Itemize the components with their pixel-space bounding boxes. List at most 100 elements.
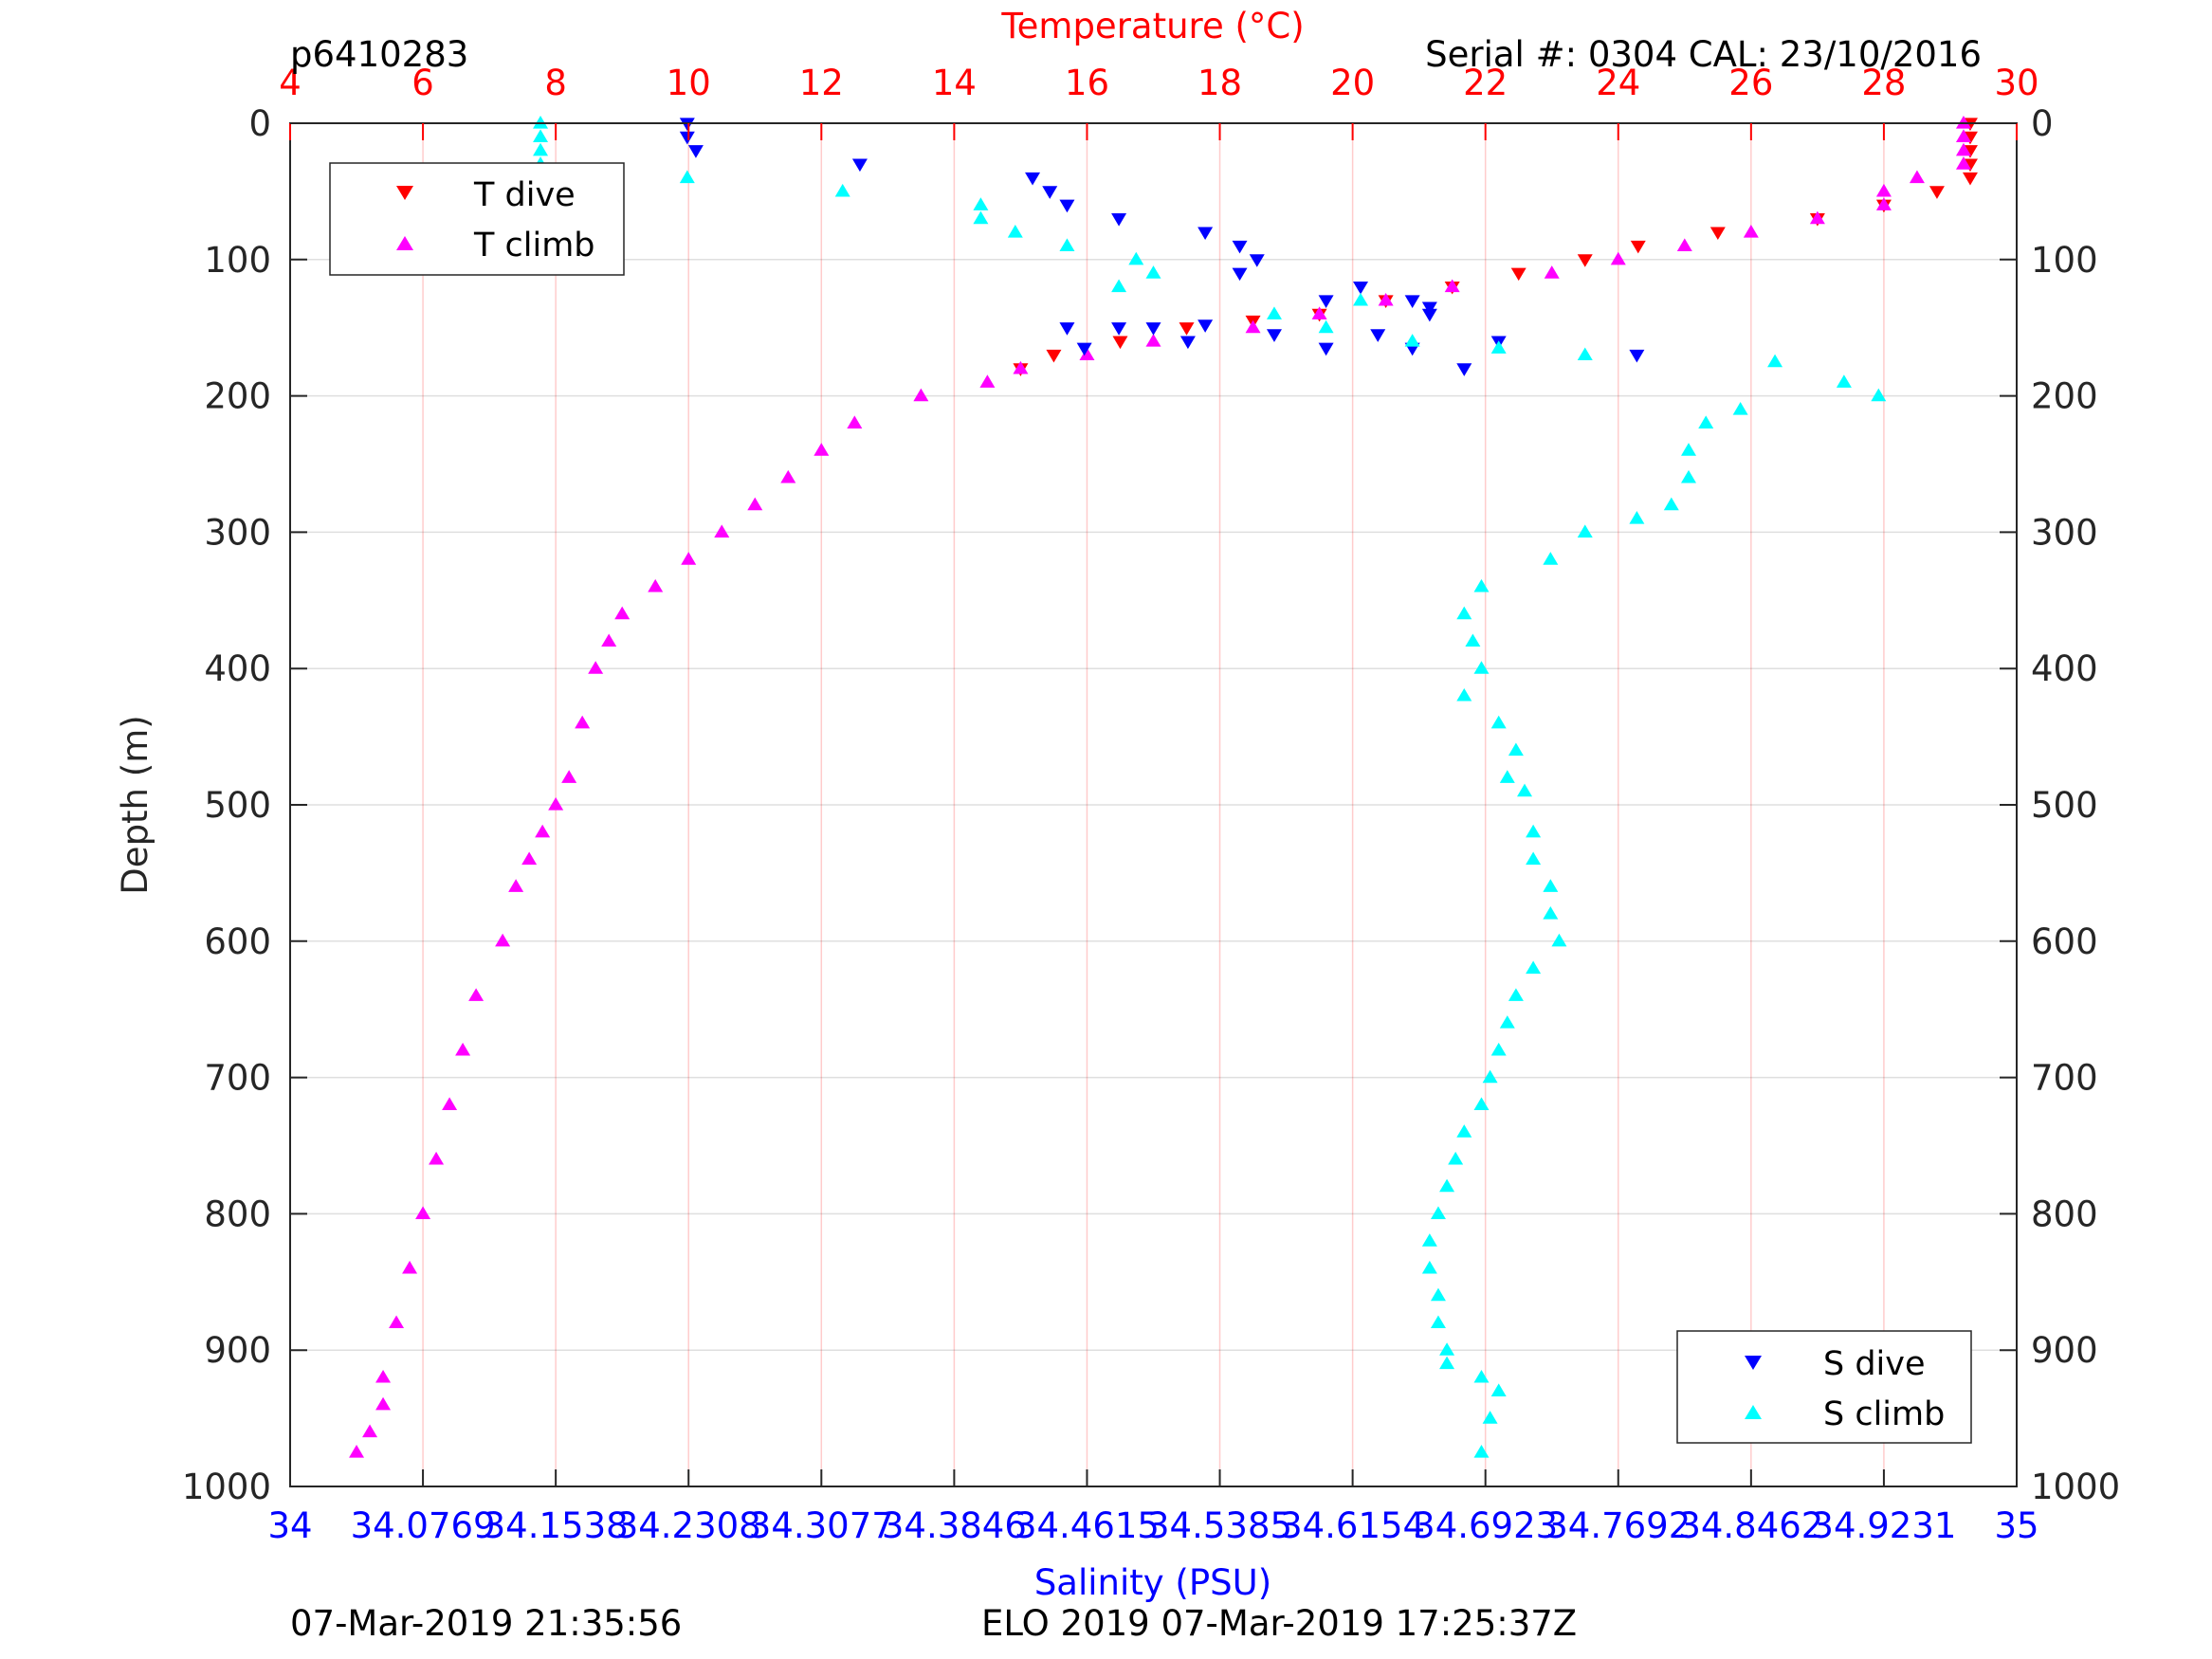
t-climb-point	[402, 1260, 418, 1274]
s-dive-point	[687, 145, 704, 158]
t-dive-point	[1630, 240, 1646, 254]
s-dive-point	[1042, 186, 1058, 199]
s-dive-point	[1353, 281, 1369, 295]
s-dive-point	[1421, 301, 1437, 316]
t-dive-point	[1179, 322, 1195, 336]
s-climb-point	[1732, 401, 1748, 415]
s-climb-point	[1482, 1411, 1498, 1424]
t-climb-point	[495, 933, 511, 947]
temperature-tick-label: 8	[544, 63, 567, 103]
s-climb-point	[1577, 347, 1593, 361]
depth-tick-label-left: 700	[204, 1058, 271, 1099]
s-climb-point	[1456, 687, 1472, 702]
s-dive-point	[1025, 172, 1041, 186]
salinity-tick-label: 34.4615	[1015, 1505, 1160, 1546]
s-climb-point	[533, 129, 549, 142]
profile-id-label: p6410283	[290, 34, 468, 75]
depth-tick-label-left: 1000	[182, 1467, 271, 1507]
t-climb-point	[521, 851, 538, 866]
legend-salinity-box	[1676, 1330, 1972, 1444]
axis-ticks: 4 34 6 34.0769 8 34.1538 10 34.2308 12 34.3077 14 3…	[182, 63, 2120, 1546]
s-climb-point	[1517, 783, 1533, 797]
t-climb-point	[1544, 265, 1560, 279]
s-dive-point	[1318, 295, 1334, 308]
s-climb-point	[1430, 1206, 1446, 1219]
s-climb-point	[679, 170, 695, 184]
s-climb-point	[1439, 1342, 1455, 1356]
s-climb-point	[1128, 251, 1144, 265]
s-climb-point	[1543, 879, 1559, 892]
s-climb-point	[1490, 1383, 1507, 1396]
t-climb-point	[1378, 292, 1394, 306]
s-climb-point	[1526, 960, 1542, 975]
temperature-tick-label: 28	[1861, 63, 1906, 103]
depth-tick-label-right: 0	[2031, 103, 2054, 144]
s-climb-point	[1439, 1356, 1455, 1370]
s-dive-point	[1232, 267, 1248, 282]
depth-tick-label-left: 100	[204, 240, 271, 281]
s-climb-point	[1543, 906, 1559, 920]
s-climb-point	[1551, 933, 1567, 947]
legend-t-climb-marker	[396, 236, 413, 250]
t-climb-point	[1909, 170, 1925, 184]
s-dive-point	[1404, 295, 1420, 308]
legend-s-dive-label: S dive	[1823, 1345, 1926, 1383]
t-dive-point	[1112, 336, 1128, 350]
t-climb-point	[1311, 306, 1327, 319]
salinity-tick-label: 34.3077	[749, 1505, 894, 1546]
t-climb-point	[1875, 197, 1892, 210]
series-s-climb	[533, 116, 1887, 1458]
legend-s-climb-label: S climb	[1823, 1395, 1945, 1433]
temperature-tick-label: 20	[1330, 63, 1375, 103]
depth-tick-label-right: 300	[2031, 512, 2098, 553]
depth-tick-label-left: 900	[204, 1330, 271, 1371]
temperature-tick-label: 14	[932, 63, 977, 103]
s-climb-point	[973, 197, 989, 210]
s-climb-point	[973, 210, 989, 225]
t-climb-point	[847, 415, 863, 428]
depth-tick-label-right: 900	[2031, 1330, 2098, 1371]
s-climb-point	[533, 142, 549, 156]
legend-salinity: S dive S climb	[1676, 1330, 1972, 1444]
t-climb-point	[1955, 142, 1971, 156]
s-dive-point	[1197, 227, 1214, 241]
s-climb-point	[1145, 265, 1161, 279]
salinity-tick-label: 34.3846	[882, 1505, 1027, 1546]
footer-mission-label: ELO 2019 07-Mar-2019 17:25:37Z	[981, 1603, 1577, 1644]
t-climb-point	[1444, 279, 1460, 293]
s-climb-point	[1421, 1260, 1437, 1274]
t-climb-point	[1809, 210, 1825, 225]
s-dive-point	[1111, 322, 1127, 336]
t-climb-point	[601, 633, 617, 647]
t-climb-point	[1955, 129, 1971, 142]
s-climb-point	[1266, 306, 1282, 319]
t-climb-point	[468, 988, 484, 1001]
temperature-axis-title: Temperature (°C)	[1000, 6, 1304, 46]
s-climb-point	[1526, 851, 1542, 866]
t-climb-point	[1676, 238, 1692, 252]
s-climb-point	[1456, 606, 1472, 620]
t-climb-point	[1013, 360, 1029, 374]
s-dive-point	[1249, 254, 1265, 267]
salinity-tick-label: 34.5385	[1147, 1505, 1292, 1546]
s-climb-point	[1499, 1015, 1515, 1029]
depth-tick-label-right: 400	[2031, 648, 2098, 689]
s-climb-point	[1465, 633, 1481, 647]
t-climb-point	[1245, 319, 1261, 334]
depth-tick-label-left: 400	[204, 648, 271, 689]
t-climb-point	[375, 1396, 392, 1411]
s-climb-point	[1473, 1369, 1490, 1383]
depth-tick-label-left: 300	[204, 512, 271, 553]
depth-tick-label-right: 1000	[2031, 1467, 2120, 1507]
t-climb-point	[714, 524, 730, 538]
depth-tick-label-right: 100	[2031, 240, 2098, 281]
s-dive-point	[1179, 336, 1196, 350]
temperature-tick-label: 6	[411, 63, 434, 103]
t-climb-point	[349, 1445, 365, 1458]
t-climb-point	[442, 1097, 458, 1110]
series-t-climb	[349, 116, 1971, 1458]
t-climb-point	[1955, 156, 1971, 170]
t-climb-point	[1955, 116, 1971, 129]
s-climb-point	[1007, 225, 1023, 238]
t-climb-point	[780, 469, 796, 483]
